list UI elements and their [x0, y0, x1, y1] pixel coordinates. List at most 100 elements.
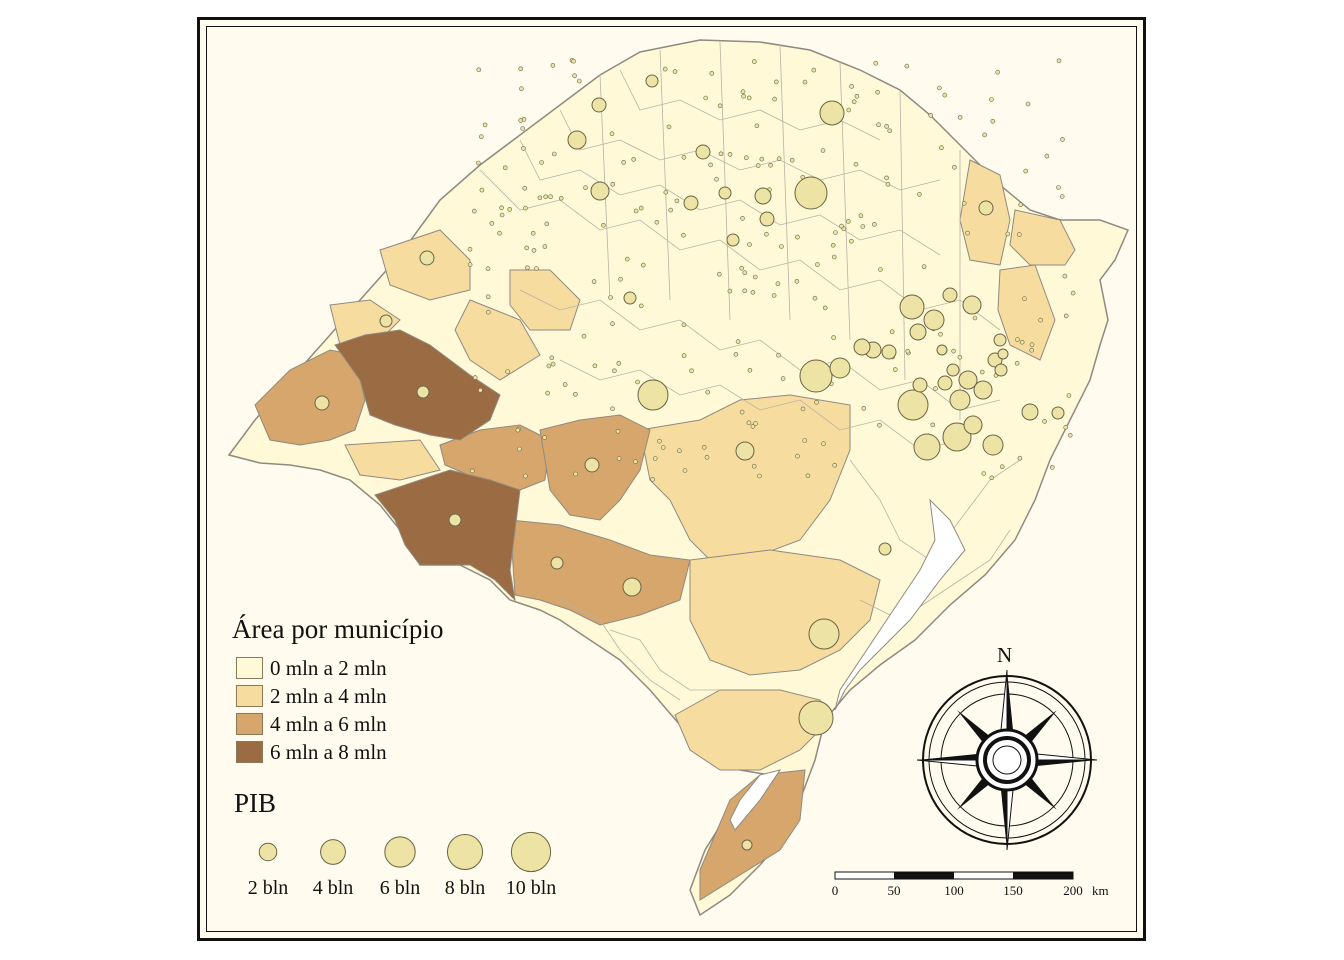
small-pib-point: [523, 205, 528, 211]
municipality-region: [639, 394, 851, 561]
small-pib-point: [877, 422, 882, 428]
small-pib-point: [812, 295, 818, 301]
small-pib-point: [704, 454, 710, 460]
small-pib-point: [961, 201, 967, 206]
small-pib-point: [904, 63, 910, 69]
small-pib-point: [764, 231, 769, 237]
small-pib-point: [878, 267, 883, 272]
small-pib-point: [853, 161, 859, 167]
area-swatch-4-6: [236, 713, 263, 735]
small-pib-point: [800, 406, 806, 412]
pib-circle: [754, 187, 772, 205]
pib-label-2: 2 bln: [247, 877, 289, 899]
pib-circle: [314, 395, 330, 411]
small-pib-point: [482, 122, 488, 128]
small-pib-point: [581, 333, 587, 339]
small-pib-point: [1062, 273, 1068, 279]
pib-circle: [997, 348, 1009, 360]
small-pib-point: [518, 66, 524, 72]
small-pib-point: [531, 248, 537, 253]
small-pib-point: [681, 353, 687, 358]
small-pib-point: [524, 245, 530, 251]
small-pib-point: [917, 192, 922, 197]
municipality-region: [254, 349, 366, 446]
small-pib-point: [631, 157, 637, 162]
area-class-2-4: [329, 159, 1076, 771]
pib-circle: [963, 415, 983, 435]
small-pib-point: [471, 208, 477, 214]
small-pib-point: [469, 468, 475, 474]
pib-circle: [1021, 403, 1039, 421]
small-pib-point: [727, 152, 733, 157]
small-pib-point: [815, 262, 820, 267]
pib-circle: [637, 379, 669, 411]
small-pib-point: [610, 321, 615, 327]
small-pib-point: [802, 438, 808, 443]
small-pib-point: [517, 446, 522, 452]
small-pib-point: [583, 185, 588, 190]
small-pib-point: [1025, 101, 1031, 107]
small-pib-point: [751, 463, 757, 469]
small-pib-point: [709, 71, 715, 76]
small-pib-point: [660, 445, 666, 450]
small-pib-point: [542, 244, 548, 249]
municipality-region: [509, 519, 691, 626]
pib-circle: [591, 97, 607, 113]
small-pib-point: [884, 124, 889, 129]
small-pib-point: [750, 424, 756, 429]
small-pib-point: [668, 207, 674, 213]
small-pib-point: [982, 132, 988, 138]
pib-circle: [949, 389, 971, 411]
small-pib-point: [746, 420, 752, 426]
small-pib-point: [851, 99, 857, 105]
small-pib-point: [677, 448, 682, 454]
small-pib-point: [995, 69, 1001, 75]
pib-label-8: 8 bln: [444, 877, 486, 899]
small-pib-point: [1059, 194, 1065, 199]
pib-circle: [448, 513, 462, 527]
small-pib-point: [751, 59, 757, 64]
scale-unit: km: [1092, 883, 1109, 898]
pib-circle: [584, 457, 600, 473]
small-pib-point: [811, 67, 817, 73]
small-pib-point: [591, 279, 597, 284]
small-pib-point: [861, 406, 867, 411]
pib-circle: [623, 291, 637, 305]
small-pib-point: [1056, 58, 1062, 64]
small-pib-point: [537, 195, 543, 201]
municipality-region: [344, 439, 441, 481]
area-swatch-2-4: [236, 685, 263, 707]
small-pib-point: [1019, 339, 1025, 345]
small-pib-point: [1017, 455, 1023, 461]
small-pib-point: [740, 216, 745, 221]
pib-circle: [683, 195, 699, 211]
small-pib-point: [775, 281, 781, 287]
pib-circle: [741, 839, 753, 851]
small-pib-point: [472, 375, 478, 380]
small-pib-point: [682, 468, 688, 473]
small-pib-point: [621, 160, 627, 165]
small-pib-point: [876, 122, 881, 127]
small-pib-point: [885, 182, 891, 187]
small-pib-point: [905, 348, 911, 354]
small-pib-point: [478, 387, 483, 393]
small-pib-point: [753, 421, 758, 426]
small-pib-point: [746, 95, 752, 101]
small-pib-point: [846, 107, 852, 113]
scale-bar: [834, 871, 1074, 880]
small-pib-point: [701, 445, 707, 450]
small-pib-point: [519, 86, 524, 91]
small-pib-point: [681, 232, 686, 238]
small-pib-point: [716, 271, 722, 277]
pib-circle: [645, 74, 659, 88]
small-pib-point: [608, 295, 613, 300]
pib-circle: [853, 338, 871, 356]
pib-circle: [735, 441, 755, 461]
pib-legend-circles: [258, 831, 552, 873]
small-pib-point: [681, 322, 687, 328]
small-pib-point: [525, 265, 530, 271]
small-pib-point: [615, 428, 621, 434]
municipality-region: [454, 299, 541, 381]
scale-tick-0: 0: [831, 883, 839, 898]
small-pib-point: [489, 221, 495, 226]
